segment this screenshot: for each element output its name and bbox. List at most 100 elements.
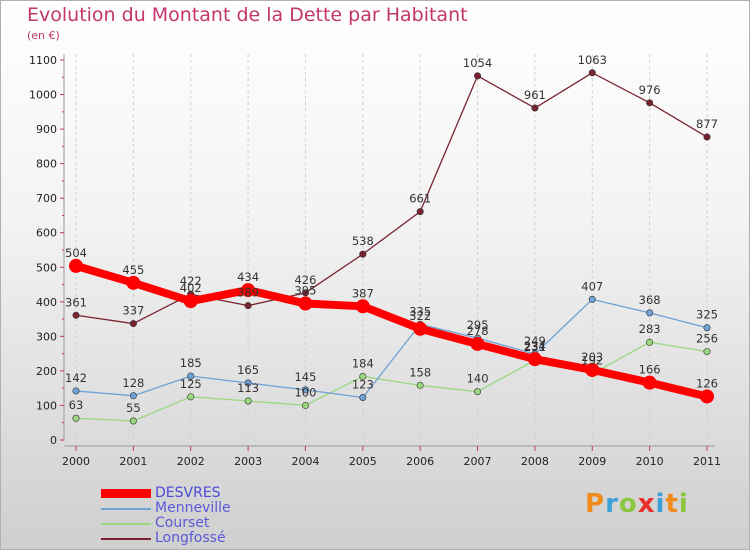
data-point — [703, 324, 711, 332]
legend-item: Courset — [101, 516, 231, 531]
legend-label: Courset — [155, 515, 210, 531]
series-line — [75, 72, 708, 325]
legend-item: Longfossé — [101, 531, 231, 546]
data-point — [703, 348, 711, 356]
y-tick-label: 400 — [36, 296, 57, 309]
logo-letter: t — [665, 489, 679, 519]
x-tick-label: 2006 — [406, 455, 434, 468]
data-point — [129, 320, 137, 328]
data-point — [585, 362, 600, 377]
data-label: 1054 — [463, 56, 492, 70]
series-line — [75, 298, 708, 399]
data-point — [244, 397, 252, 405]
y-tick-label: 1000 — [29, 89, 57, 102]
logo-letter: o — [618, 489, 638, 519]
data-label: 140 — [467, 372, 489, 386]
data-label: 234 — [524, 339, 546, 353]
data-label: 55 — [126, 401, 141, 415]
data-label: 538 — [352, 234, 374, 248]
logo-letter: i — [655, 489, 666, 519]
data-label: 434 — [237, 270, 259, 284]
data-point — [527, 352, 542, 367]
y-tick-label: 0 — [50, 434, 57, 447]
data-point — [642, 375, 657, 390]
data-label: 387 — [352, 286, 374, 300]
logo-letter: x — [637, 489, 656, 519]
data-point — [126, 275, 141, 290]
legend-label: Menneville — [155, 500, 231, 516]
x-tick-label: 2005 — [349, 455, 377, 468]
data-label: 113 — [237, 381, 259, 395]
data-point — [646, 309, 654, 317]
data-label: 142 — [65, 371, 87, 385]
chart-subtitle: (en €) — [27, 29, 60, 42]
data-point — [72, 311, 80, 319]
data-point — [72, 414, 80, 422]
data-label: 961 — [524, 88, 546, 102]
data-point — [129, 392, 137, 400]
data-label: 337 — [122, 304, 144, 318]
data-label: 283 — [639, 322, 661, 336]
data-label: 389 — [237, 286, 259, 300]
data-label: 165 — [237, 363, 259, 377]
data-point — [359, 372, 367, 380]
y-tick-label: 600 — [36, 227, 57, 240]
legend-swatch — [101, 489, 151, 498]
y-tick-label: 200 — [36, 365, 57, 378]
data-label: 407 — [581, 279, 603, 293]
y-tick-label: 1100 — [29, 54, 57, 67]
data-point — [301, 386, 309, 394]
data-label: 402 — [180, 281, 202, 295]
proxiti-logo: Proxiti — [585, 489, 689, 519]
data-label: 63 — [69, 398, 84, 412]
x-tick-label: 2004 — [291, 455, 319, 468]
chart-title: Evolution du Montant de la Dette par Hab… — [27, 4, 468, 26]
data-point — [700, 389, 714, 404]
data-point — [244, 379, 252, 387]
legend-label: Longfossé — [155, 530, 226, 546]
data-label: 368 — [639, 293, 661, 307]
data-label: 877 — [696, 117, 718, 131]
data-point — [416, 208, 424, 216]
x-tick-label: 2010 — [636, 455, 664, 468]
data-point — [359, 250, 367, 258]
data-label: 185 — [180, 356, 202, 370]
data-label: 158 — [409, 365, 431, 379]
data-label: 278 — [467, 324, 489, 338]
data-point — [470, 336, 485, 351]
data-label: 231 — [524, 340, 546, 354]
data-point — [531, 104, 539, 112]
data-label: 422 — [180, 274, 202, 288]
legend: DESVRES Menneville Courset Longfossé — [101, 486, 231, 546]
data-point — [301, 289, 309, 297]
data-label: 322 — [409, 309, 431, 323]
data-point — [359, 394, 367, 402]
legend-swatch — [101, 522, 151, 525]
data-label: 184 — [352, 356, 374, 370]
data-label: 203 — [581, 350, 603, 364]
data-label: 192 — [581, 354, 603, 368]
y-tick-label: 300 — [36, 330, 57, 343]
data-point — [69, 258, 83, 273]
y-tick-label: 100 — [36, 399, 57, 412]
y-tick-label: 700 — [36, 192, 57, 205]
data-label: 249 — [524, 334, 546, 348]
x-tick-label: 2001 — [119, 455, 147, 468]
data-point — [301, 401, 309, 409]
x-tick-label: 2008 — [521, 455, 549, 468]
data-label: 295 — [467, 318, 489, 332]
logo-letter: P — [585, 489, 606, 519]
x-tick-label: 2003 — [234, 455, 262, 468]
data-point — [355, 299, 370, 314]
legend-swatch — [101, 537, 151, 540]
data-label: 145 — [294, 370, 316, 384]
data-label: 166 — [639, 363, 661, 377]
series-line — [74, 262, 708, 401]
data-point — [129, 417, 137, 425]
x-tick-label: 2002 — [177, 455, 205, 468]
data-label: 128 — [122, 376, 144, 390]
data-label: 125 — [180, 377, 202, 391]
data-point — [646, 99, 654, 107]
